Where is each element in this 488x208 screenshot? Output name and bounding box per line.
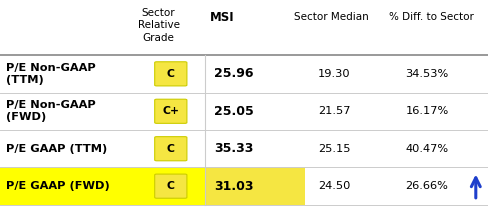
Text: 25.05: 25.05 [214, 105, 254, 118]
Bar [205, 167, 305, 205]
Bar [0, 167, 205, 205]
Text: 35.33: 35.33 [215, 142, 254, 155]
Text: P/E GAAP (FWD): P/E GAAP (FWD) [6, 181, 110, 191]
Text: Sector Median: Sector Median [294, 12, 369, 22]
Text: % Diff. to Sector: % Diff. to Sector [389, 12, 474, 22]
Text: 21.57: 21.57 [318, 106, 350, 116]
Text: P/E GAAP (TTM): P/E GAAP (TTM) [6, 144, 107, 154]
Text: 26.66%: 26.66% [406, 181, 448, 191]
Text: 25.15: 25.15 [318, 144, 350, 154]
Text: 31.03: 31.03 [215, 180, 254, 193]
FancyBboxPatch shape [155, 62, 187, 86]
FancyBboxPatch shape [155, 99, 187, 123]
Text: Sector
Relative
Grade: Sector Relative Grade [138, 8, 180, 43]
Text: P/E Non-GAAP
(TTM): P/E Non-GAAP (TTM) [6, 63, 96, 85]
Text: 19.30: 19.30 [318, 69, 350, 79]
Text: 34.53%: 34.53% [406, 69, 448, 79]
FancyBboxPatch shape [155, 174, 187, 198]
Text: C: C [167, 144, 175, 154]
Text: C: C [167, 69, 175, 79]
Text: 24.50: 24.50 [318, 181, 350, 191]
Text: 25.96: 25.96 [215, 67, 254, 80]
Text: 40.47%: 40.47% [406, 144, 448, 154]
Text: C+: C+ [163, 106, 179, 116]
Text: MSI: MSI [210, 11, 234, 24]
Text: P/E Non-GAAP
(FWD): P/E Non-GAAP (FWD) [6, 100, 96, 123]
Text: 16.17%: 16.17% [406, 106, 448, 116]
Text: C: C [167, 181, 175, 191]
FancyBboxPatch shape [155, 137, 187, 161]
